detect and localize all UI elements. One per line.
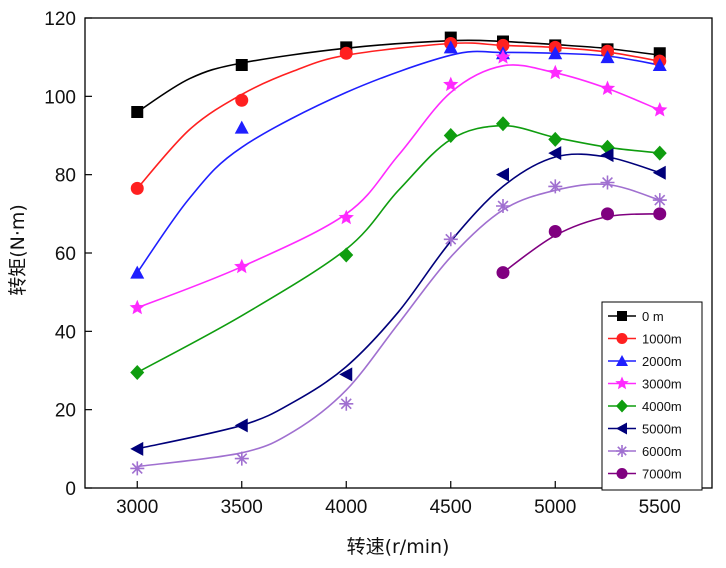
data-point-triangle-up: [443, 40, 458, 54]
series-line-4: [136, 124, 660, 374]
legend-label: 1000m: [642, 332, 682, 347]
legend-label: 2000m: [642, 354, 682, 369]
y-tick-label: 80: [55, 166, 76, 187]
data-point-triangle-up: [652, 58, 667, 71]
data-point-circle: [339, 46, 353, 60]
data-point-triangle-left: [339, 367, 353, 382]
data-point-asterisk: [443, 232, 458, 247]
legend-entry: 4000m: [608, 399, 682, 414]
data-point-diamond: [652, 145, 667, 161]
series-curves-group: [136, 39, 661, 468]
data-point-star: [599, 80, 616, 95]
data-point-diamond: [616, 399, 628, 413]
legend-entry: 0 m: [608, 309, 664, 324]
data-point-triangle-up: [548, 46, 563, 60]
legend-label: 6000m: [642, 444, 682, 459]
data-point-star: [652, 102, 668, 117]
x-tick-label: 4500: [430, 497, 472, 518]
data-point-triangle-up: [130, 265, 145, 279]
legend-entry: 1000m: [608, 332, 682, 347]
x-axis-title: 转速(r/min): [347, 536, 450, 558]
data-point-triangle-left: [234, 418, 248, 433]
data-point-asterisk: [600, 175, 615, 190]
x-tick-label: 5000: [534, 497, 576, 518]
legend-label: 5000m: [642, 422, 682, 437]
x-tick-label: 4000: [325, 497, 367, 518]
data-point-triangle-up: [234, 120, 249, 134]
tick-labels-group: 3000 3500 4000 4500 5000 5500 0 20 40 60 80 100 120: [44, 9, 681, 518]
data-point-star: [547, 64, 563, 80]
data-point-circle: [548, 224, 562, 238]
legend-label: 7000m: [642, 467, 682, 482]
data-point-asterisk: [339, 396, 354, 411]
data-point-triangle-left: [130, 441, 144, 456]
series-line-5: [137, 153, 661, 450]
data-point-triangle-up: [616, 355, 628, 366]
data-point-triangle-left: [496, 167, 509, 182]
legend-label: 0 m: [642, 309, 664, 324]
data-point-asterisk: [616, 445, 628, 457]
data-point-triangle-left: [652, 165, 666, 180]
data-point-star: [234, 258, 250, 274]
series-line-7: [502, 213, 660, 274]
legend-label: 3000m: [642, 377, 682, 392]
legend-box: [601, 301, 703, 491]
series-line-6: [137, 183, 661, 468]
data-point-diamond: [443, 128, 458, 143]
y-tick-label: 40: [55, 322, 76, 343]
data-point-circle: [496, 38, 510, 52]
data-point-square: [131, 106, 144, 118]
x-tick-label: 3500: [221, 497, 263, 518]
data-point-circle: [616, 468, 628, 479]
data-point-square: [617, 311, 627, 321]
legend-entry: 6000m: [608, 444, 682, 459]
x-tick-label: 3000: [116, 497, 158, 518]
y-tick-label: 20: [55, 401, 76, 422]
legend-label: 4000m: [642, 399, 682, 414]
data-point-asterisk: [234, 451, 249, 466]
data-point-triangle-left: [600, 148, 614, 163]
data-point-star: [495, 49, 511, 64]
legend-entry: 3000m: [608, 376, 682, 392]
data-point-triangle-left: [616, 422, 627, 435]
data-point-circle: [653, 207, 667, 221]
data-point-asterisk: [496, 199, 510, 213]
series-line-1: [136, 42, 660, 189]
data-point-circle: [496, 266, 510, 280]
data-point-circle: [235, 93, 249, 107]
series-line-0: [136, 39, 660, 113]
series-line-2: [136, 50, 660, 274]
data-point-asterisk: [652, 193, 667, 208]
data-point-triangle-up: [600, 50, 615, 64]
legend-entry: 2000m: [608, 354, 682, 369]
data-point-circle: [616, 333, 628, 344]
series-line-3: [137, 64, 661, 309]
data-point-star: [338, 209, 354, 225]
data-point-triangle-left: [548, 146, 562, 161]
data-point-diamond: [339, 247, 354, 263]
y-axis-title: 转矩(N·m): [7, 204, 29, 296]
data-point-star: [129, 299, 145, 315]
data-point-star: [615, 376, 629, 390]
data-point-asterisk: [548, 179, 563, 194]
data-point-asterisk: [130, 461, 145, 476]
data-point-star: [443, 76, 459, 92]
data-point-diamond: [548, 131, 563, 147]
legend-entry: 7000m: [608, 467, 682, 482]
y-tick-label: 0: [65, 479, 76, 500]
data-point-square: [235, 59, 248, 71]
data-point-diamond: [496, 116, 510, 132]
y-tick-label: 60: [55, 244, 76, 265]
data-point-circle: [130, 181, 144, 195]
x-tick-label: 5500: [639, 497, 681, 518]
data-point-circle: [601, 207, 614, 221]
y-tick-label: 100: [44, 87, 76, 108]
series-markers-group: [129, 31, 668, 476]
y-tick-label: 120: [44, 9, 76, 30]
legend: 0 m 1000m 2000m 3000m 4000m 5000m 6000m 7000m: [601, 301, 703, 491]
legend-entry: 5000m: [608, 422, 682, 437]
data-point-diamond: [130, 364, 145, 380]
